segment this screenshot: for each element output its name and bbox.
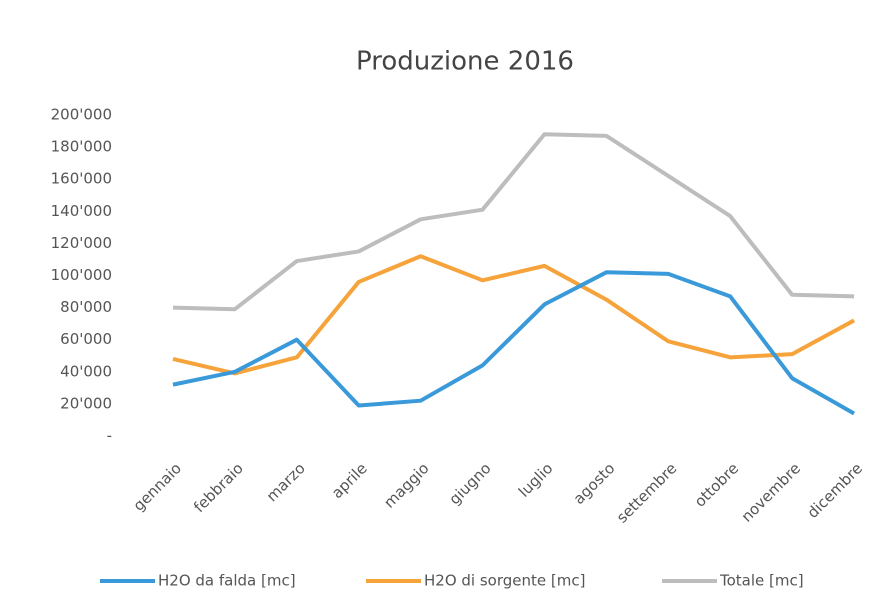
legend-label: H2O da falda [mc] [158, 572, 296, 590]
y-tick-label: 80'000 [60, 298, 112, 316]
y-tick-label: 100'000 [51, 266, 112, 284]
y-tick-label: 160'000 [51, 170, 112, 188]
legend-label: H2O di sorgente [mc] [424, 572, 585, 590]
y-tick-label: 200'000 [51, 106, 112, 124]
x-tick-label: febbraio [190, 459, 247, 516]
chart-title: Produzione 2016 [356, 47, 574, 77]
series-line [172, 254, 855, 376]
y-tick-label: 180'000 [51, 138, 112, 156]
y-tick-label: 140'000 [51, 202, 112, 220]
x-tick-label: dicembre [804, 459, 866, 521]
y-tick-label: 60'000 [60, 330, 112, 348]
x-tick-label: settembre [613, 459, 680, 526]
x-tick-label: maggio [380, 459, 432, 511]
y-tick-label: 40'000 [60, 362, 112, 380]
series-line [172, 132, 855, 312]
x-tick-label: agosto [570, 459, 619, 508]
series-line [172, 270, 856, 416]
x-tick-label: novembre [738, 459, 804, 525]
x-tick-label: gennaio [130, 459, 185, 514]
x-tick-label: ottobre [691, 459, 742, 510]
x-tick-label: marzo [263, 459, 309, 505]
legend-label: Totale [mc] [719, 572, 804, 590]
y-tick-label: 120'000 [51, 234, 112, 252]
y-tick-label: 20'000 [60, 394, 112, 412]
x-tick-label: aprile [328, 459, 371, 502]
y-tick-label: - [107, 427, 112, 445]
x-tick-label: giugno [445, 459, 494, 508]
x-tick-label: luglio [515, 459, 557, 501]
